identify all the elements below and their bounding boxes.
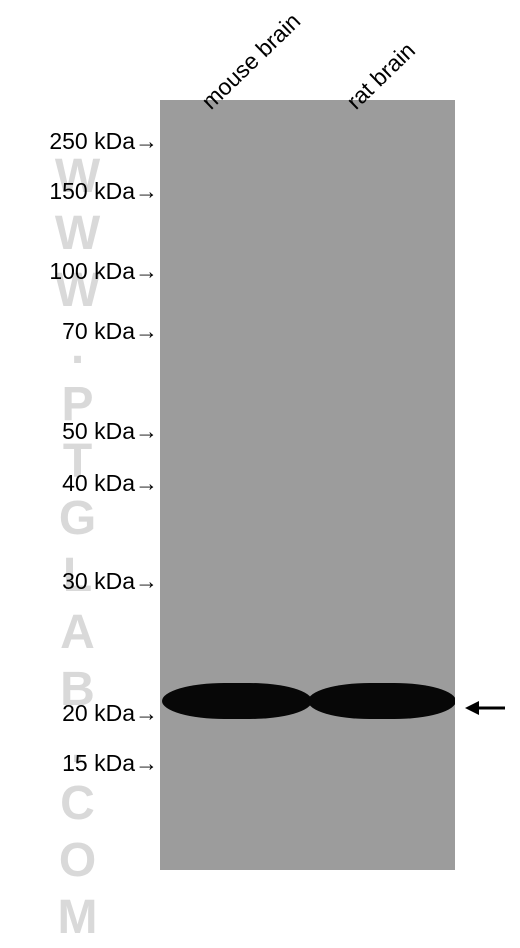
mw-label-70: 70 kDa→ [43, 318, 158, 345]
mw-label-250: 250 kDa→ [30, 128, 158, 155]
figure-container: WWW.PTGLAB.COM mouse brain rat brain 250… [0, 0, 520, 903]
mw-label-30: 30 kDa→ [43, 568, 158, 595]
band-lane2 [308, 683, 455, 719]
mw-label-20: 20 kDa→ [43, 700, 158, 727]
band-lane1 [162, 683, 312, 719]
lane-label-1: mouse brain [196, 8, 306, 115]
band-indicator-arrow [465, 692, 505, 724]
mw-label-50: 50 kDa→ [43, 418, 158, 445]
mw-label-150: 150 kDa→ [30, 178, 158, 205]
mw-label-40: 40 kDa→ [43, 470, 158, 497]
western-blot-membrane [160, 100, 455, 870]
mw-label-100: 100 kDa→ [30, 258, 158, 285]
mw-label-15: 15 kDa→ [43, 750, 158, 777]
